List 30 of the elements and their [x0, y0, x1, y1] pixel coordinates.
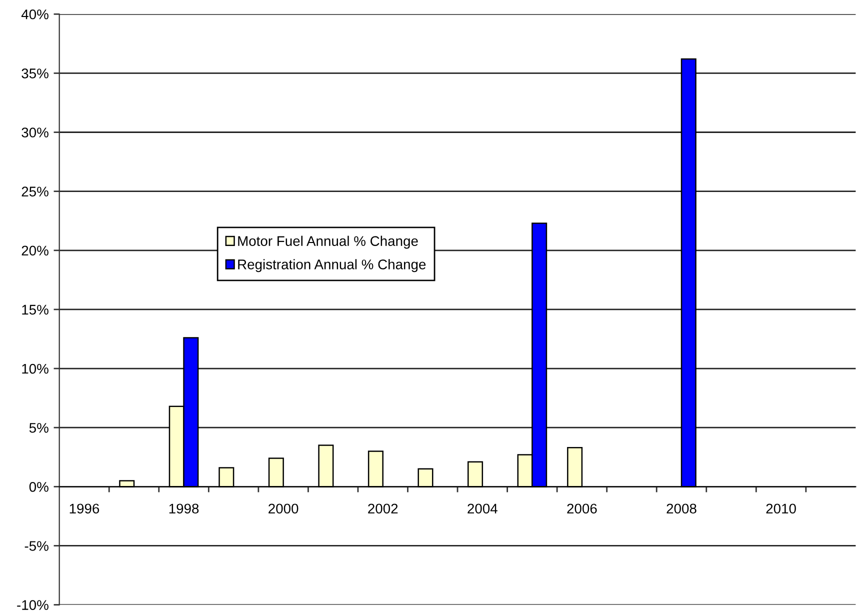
y-tick-label: 10%: [22, 364, 48, 374]
y-tick-label: 0%: [29, 482, 48, 492]
bar: [418, 468, 434, 488]
y-tick-label: 30%: [22, 128, 48, 138]
bar: [368, 450, 384, 488]
y-tick-label: 25%: [22, 186, 48, 196]
y-tick-label: 5%: [29, 422, 48, 433]
x-tick-label: 2006: [567, 504, 597, 514]
x-tick-label: 1996: [70, 504, 100, 514]
bar: [268, 458, 284, 488]
legend-label: Motor Fuel Annual % Change: [238, 236, 418, 249]
x-tick-label: 2000: [268, 504, 298, 514]
bar: [218, 467, 234, 488]
bar: [680, 58, 696, 488]
y-tick-label: 15%: [22, 304, 48, 315]
legend-label: Registration Annual % Change: [238, 259, 426, 272]
x-tick-label: 2002: [368, 504, 398, 514]
y-tick-label: 20%: [22, 246, 48, 256]
y-tick-label: -5%: [24, 541, 48, 551]
x-tick-label: 1998: [169, 504, 199, 514]
y-tick-label: 40%: [21, 9, 48, 20]
x-tick-label: 2008: [666, 504, 696, 514]
y-tick-label: 35%: [22, 68, 48, 78]
bar: [318, 444, 334, 488]
bar: [467, 461, 484, 488]
y-tick-label: -10%: [17, 600, 48, 610]
x-tick-label: 2010: [766, 504, 796, 514]
bar: [119, 480, 135, 488]
x-tick-label: 2004: [468, 504, 498, 514]
bar: [567, 447, 583, 488]
